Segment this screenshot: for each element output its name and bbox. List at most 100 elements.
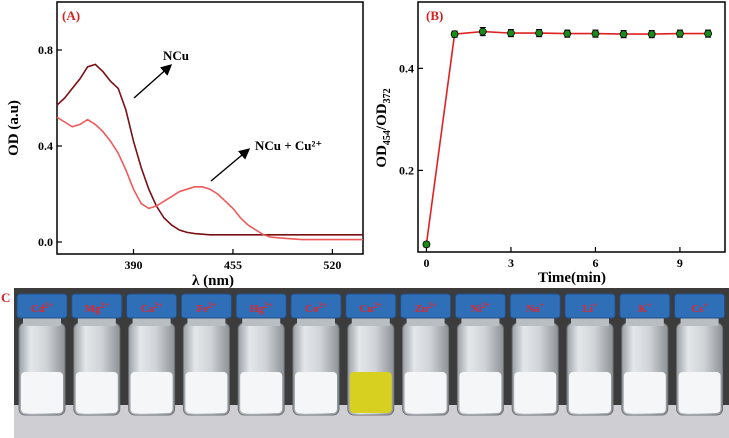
panel-a-xlabel: λ (nm) — [192, 273, 234, 289]
vial-4: Hg2+ — [235, 293, 287, 416]
vial-cap — [345, 293, 397, 319]
vial-label-base: Mg — [85, 303, 101, 315]
vial-7: Zn2+ — [400, 293, 452, 416]
vial-label: Cd2+ — [31, 301, 54, 315]
data-point-2 — [478, 27, 487, 36]
vial-cap — [290, 293, 342, 319]
vial-neck — [516, 316, 555, 326]
vial-label-charge: 2+ — [428, 301, 437, 310]
vial-neck — [351, 316, 390, 326]
vial-label-base: Cs — [691, 303, 704, 315]
vial-label: K+ — [638, 301, 652, 315]
vial-9: Na+ — [509, 293, 561, 416]
vial-neck — [571, 316, 609, 326]
ylabel-sub-454: 454 — [382, 130, 393, 145]
panel-c-label: C — [1, 290, 10, 305]
annotation-ncu-arrow — [133, 64, 173, 99]
vial-neck — [461, 316, 500, 326]
panel-b-frame — [417, 1, 726, 253]
series-line-0-0 — [56, 63, 363, 236]
vial-cap — [674, 293, 726, 319]
vial-liquid — [514, 372, 557, 413]
vial-label: Zn2+ — [415, 301, 437, 315]
annotation-ncu: NCu — [163, 48, 189, 63]
vial-10: Li+ — [564, 293, 616, 416]
series-line-1-0 — [425, 30, 709, 245]
panel-a-label: (A) — [62, 8, 80, 23]
ylabel-od-1: OD — [374, 145, 390, 168]
x-tick-label-0-2: 520 — [323, 258, 341, 272]
vial-cap — [180, 293, 232, 319]
vial-liquid — [130, 372, 173, 413]
vial-label-charge: + — [703, 301, 708, 310]
vial-cap — [619, 293, 671, 319]
vial-label: Mg2+ — [85, 301, 110, 315]
vial-cap — [235, 293, 287, 319]
vial-liquid — [240, 372, 283, 413]
vial-11: K+ — [619, 293, 671, 416]
panel-b-ratio-chart: (B) OD454/OD372 Time(min) 0 3 6 9 0.2 0.4 — [374, 1, 726, 286]
data-point-10 — [704, 29, 713, 38]
x-tick-label-1-0: 0 — [423, 256, 429, 270]
vial-label-base: Cu — [359, 303, 373, 315]
vial-label: Ca2+ — [141, 301, 163, 315]
vial-neck — [242, 316, 281, 326]
vial-neck — [297, 316, 335, 326]
vial-2: Ca2+ — [126, 293, 178, 416]
vial-label: Na+ — [526, 301, 544, 315]
vial-neck — [406, 316, 445, 326]
panel-b-label: (B) — [426, 8, 443, 23]
data-point-0 — [422, 240, 431, 249]
y-tick-label-1-1: 0.4 — [399, 61, 414, 75]
vial-label-base: Cd — [31, 303, 45, 315]
vial-liquid — [569, 372, 611, 413]
vial-label: Hg2+ — [250, 301, 273, 315]
data-point-6 — [591, 29, 600, 38]
vial-liquid — [21, 372, 63, 413]
vial-cap — [564, 293, 616, 319]
vial-label-charge: 2+ — [45, 301, 54, 310]
data-point-8 — [647, 30, 656, 39]
vial-8: Ni2+ — [454, 293, 506, 416]
vial-neck — [23, 316, 61, 326]
data-point-5 — [563, 29, 572, 38]
vial-label-base: K — [638, 303, 647, 315]
vial-label-base: Hg — [250, 303, 265, 315]
data-point-1 — [450, 30, 459, 39]
annotation-ncu-cu: NCu + Cu²⁺ — [255, 138, 322, 153]
vial-cap — [16, 293, 68, 319]
vial-label-charge: 2+ — [154, 301, 163, 310]
x-tick-label-1-3: 9 — [677, 256, 683, 270]
vial-6: Cu2+ — [345, 293, 397, 416]
x-tick-label-1-1: 3 — [508, 256, 514, 270]
panel-b-ylabel: OD454/OD372 — [374, 88, 393, 167]
vial-liquid — [623, 372, 666, 413]
ylabel-od-2: /OD — [374, 103, 390, 131]
vial-0: Cd2+ — [16, 293, 68, 416]
vial-label: Fe2+ — [196, 301, 217, 315]
vial-liquid — [459, 372, 502, 413]
data-point-9 — [676, 29, 684, 38]
vial-cap — [509, 293, 561, 319]
vial-3: Fe2+ — [180, 293, 232, 416]
vial-cap — [71, 293, 123, 319]
vial-label-charge: 2+ — [100, 301, 109, 310]
vial-label: Co2+ — [305, 301, 327, 315]
vial-label: Ni2+ — [471, 301, 491, 315]
vial-5: Co2+ — [290, 293, 342, 416]
vial-label-charge: + — [647, 301, 652, 310]
vial-label-charge: 2+ — [374, 301, 383, 310]
vial-label-charge: + — [540, 301, 545, 310]
vial-1: Mg2+ — [71, 293, 123, 416]
vial-liquid — [404, 372, 447, 413]
vial-label: Cs+ — [691, 301, 708, 315]
x-tick-label-0-1: 455 — [224, 258, 242, 272]
ylabel-sub-372: 372 — [382, 88, 393, 103]
vial-liquid — [349, 372, 392, 413]
vial-liquid — [295, 372, 337, 413]
x-tick-label-1-2: 6 — [592, 256, 598, 270]
vial-neck — [132, 316, 171, 326]
panel-b-xlabel: Time(min) — [538, 270, 606, 286]
series-line-0-1 — [56, 116, 363, 241]
